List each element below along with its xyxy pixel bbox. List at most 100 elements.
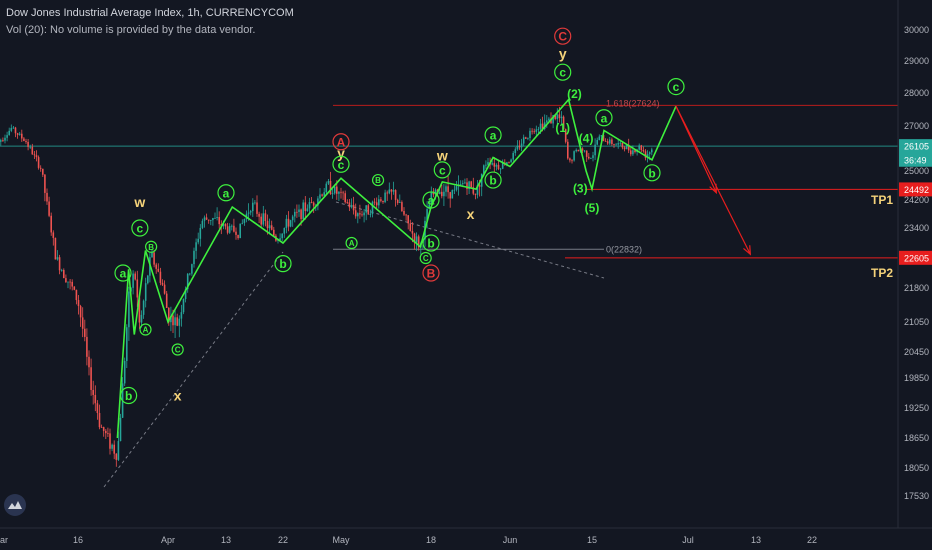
candle-body [596, 140, 598, 145]
candle-body [218, 217, 220, 225]
candle-body [254, 202, 256, 204]
wave-label-text: B [148, 243, 154, 252]
candle-body [151, 252, 153, 258]
candle-body [44, 174, 46, 193]
candle-body [205, 217, 208, 220]
wave-label-text: c [439, 163, 446, 177]
candle-body [537, 129, 540, 130]
candle-body [306, 208, 309, 212]
candle-body [510, 159, 512, 163]
candle-body [449, 192, 451, 199]
candle-body [560, 116, 563, 119]
candle-body [191, 264, 193, 274]
candle-body [380, 199, 382, 201]
candle-body [27, 141, 29, 147]
candle-body [474, 193, 477, 195]
candle-body [184, 289, 187, 300]
wave-label-text: w [436, 147, 448, 163]
candle-body [571, 160, 573, 162]
price-axis-tick-label: 29000 [904, 56, 929, 66]
candle-body [123, 360, 126, 384]
candle-body [485, 164, 487, 166]
time-axis-tick-label: 13 [221, 535, 231, 545]
target-tag-tp1: TP1 [871, 193, 893, 207]
candle-body [455, 186, 458, 190]
candle-body [178, 318, 181, 326]
candle-body [216, 217, 218, 218]
candle-body [86, 336, 88, 357]
candle-body [319, 194, 321, 199]
candle-body [294, 211, 296, 217]
price-axis-panel[interactable] [898, 0, 932, 550]
wave-label-circle [422, 264, 440, 282]
candle-body [371, 201, 374, 215]
candle-body [256, 202, 258, 214]
candle-body [630, 150, 632, 155]
candle-body [115, 453, 118, 460]
candle-body [161, 282, 164, 285]
candle-body [348, 202, 351, 208]
price-axis-tick-label: 19250 [904, 403, 929, 413]
logo-mountain-icon [8, 501, 22, 509]
wave-label-text: (2) [567, 87, 582, 101]
wave-label-text: x [174, 388, 182, 404]
wave-label-text: y [337, 145, 345, 161]
candle-body [331, 193, 334, 195]
price-axis-tick-label: 18050 [904, 463, 929, 473]
wave-label-text: b [427, 237, 434, 251]
candle-body [100, 427, 103, 428]
time-axis-panel[interactable] [0, 528, 932, 550]
candle-body [428, 204, 430, 210]
candle-body [291, 216, 294, 221]
candle-body [69, 281, 71, 283]
candle-body [569, 158, 571, 161]
candle-body [627, 145, 630, 151]
candle-body [470, 181, 472, 188]
candle-body [214, 217, 216, 219]
candle-body [203, 217, 206, 221]
candle-body [270, 225, 273, 230]
candle-body [562, 116, 565, 130]
candle-body [92, 389, 94, 395]
candle-body [554, 115, 556, 119]
chart-title: Dow Jones Industrial Average Index, 1h, … [6, 7, 294, 19]
candle-body [466, 182, 468, 190]
candle-body [581, 148, 584, 151]
candle-body [518, 145, 521, 148]
candle-body [638, 145, 640, 150]
candle-body [52, 232, 55, 238]
candle-body [401, 202, 403, 211]
wave-label-text: B [427, 267, 436, 281]
wave-label-circle [217, 184, 235, 202]
wave-label-text: a [223, 186, 230, 200]
tradingview-logo-icon[interactable] [4, 494, 26, 516]
candle-body [111, 444, 113, 449]
candle-body [619, 142, 622, 144]
candle-body [525, 137, 527, 139]
candle-body [493, 163, 496, 167]
candle-body [604, 140, 607, 142]
candle-body [170, 315, 172, 323]
candle-body [42, 168, 44, 175]
time-axis-tick-label: ar [0, 535, 8, 545]
price-axis-tick-label: 25000 [904, 166, 929, 176]
candle-body [472, 187, 475, 194]
candle-body [172, 315, 174, 326]
time-axis-tick-label: Apr [161, 535, 175, 545]
candle-body [445, 186, 447, 192]
candle-body [180, 312, 183, 319]
candle-body [174, 317, 176, 326]
candle-body [109, 433, 111, 449]
candle-body [94, 394, 97, 404]
candle-body [300, 209, 302, 220]
wave-label-circle [274, 255, 292, 273]
candle-body [564, 129, 567, 142]
candle-body [308, 202, 311, 209]
candle-body [142, 300, 145, 315]
candle-body [451, 190, 454, 199]
candle-body [365, 205, 367, 213]
candle-body [577, 149, 580, 152]
